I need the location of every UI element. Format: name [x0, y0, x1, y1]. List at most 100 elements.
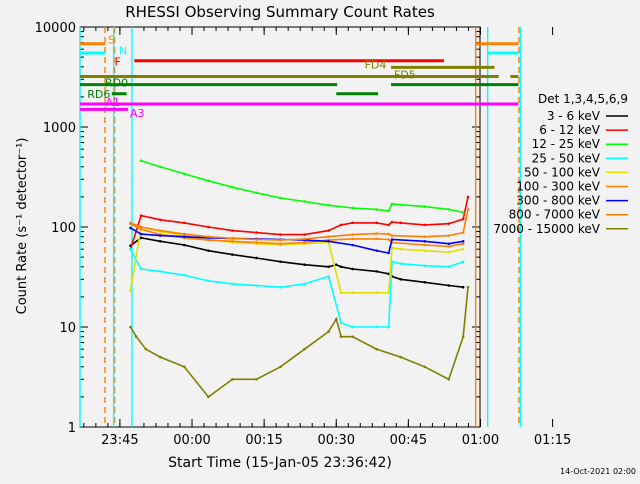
series-point [207, 235, 210, 238]
y-tick-label: 1000 [43, 121, 76, 136]
y-axis-label: Count Rate (s⁻¹ detector⁻¹) [15, 138, 30, 315]
series-point [375, 221, 378, 225]
series-point [375, 208, 378, 211]
series-point [351, 335, 354, 338]
series-point [461, 211, 465, 214]
flag-label: S [108, 33, 115, 46]
series-point [139, 159, 143, 163]
x-tick-label: 00:15 [245, 433, 282, 448]
series-point [399, 277, 402, 281]
series-point [334, 317, 338, 321]
series-point [231, 239, 234, 243]
series-point [351, 206, 354, 210]
series-point [158, 165, 162, 169]
series-point [129, 226, 132, 230]
series-point [231, 253, 234, 256]
series-point [158, 234, 162, 237]
series-point [139, 267, 143, 271]
series-point [447, 245, 451, 248]
series-point [139, 232, 143, 236]
series-point [158, 270, 162, 273]
series-point [447, 265, 451, 269]
flag-label: FD5 [394, 68, 416, 81]
series-point [447, 377, 451, 381]
flag-label: A3 [130, 107, 145, 120]
series-point [183, 273, 186, 277]
series-point [387, 325, 390, 329]
series-point [447, 222, 451, 225]
x-tick-label: 01:00 [462, 433, 499, 448]
footer-date: 14-Oct-2021 02:00 [560, 467, 636, 476]
legend-label: 100 - 300 keV [516, 180, 600, 194]
series-point [303, 347, 306, 351]
series-point [139, 214, 143, 217]
series-point [447, 208, 451, 211]
series-point [129, 221, 132, 225]
series-point [387, 251, 390, 255]
series-point [207, 279, 210, 283]
series-point [387, 238, 390, 241]
series-point [255, 238, 258, 241]
series-point [303, 263, 306, 266]
series-point [399, 355, 402, 359]
series-point [134, 335, 138, 338]
series-point [231, 229, 234, 232]
series-point [279, 238, 282, 242]
series-point [255, 284, 258, 287]
x-tick-label: 01:15 [534, 433, 571, 448]
series-point [387, 209, 390, 213]
series-point [423, 243, 427, 247]
series-point [279, 260, 282, 263]
series-point [351, 243, 354, 247]
series-point [423, 223, 427, 227]
series-point [231, 377, 234, 381]
x-tick-label: 23:45 [101, 433, 138, 448]
series-point [144, 347, 148, 351]
series-point [183, 232, 186, 236]
series-point [339, 291, 343, 295]
legend-label: 300 - 800 keV [516, 194, 600, 208]
series-point [327, 330, 330, 333]
series-point [423, 235, 427, 238]
series-point [423, 205, 427, 208]
series-line [129, 196, 469, 250]
series-point [231, 282, 234, 286]
series-point [466, 208, 470, 211]
series-point [423, 365, 427, 369]
series-point [158, 229, 162, 232]
series-point [461, 217, 465, 221]
series-point [183, 172, 186, 176]
series-point [461, 285, 465, 289]
series-point [327, 275, 330, 278]
series-point [399, 221, 402, 225]
legend-label: 50 - 100 keV [524, 165, 601, 179]
series-point [303, 233, 306, 236]
series-point [303, 237, 306, 241]
series-point [334, 263, 338, 266]
y-tick-label: 1 [68, 421, 76, 436]
y-tick-label: 10000 [35, 21, 76, 36]
series-point [461, 231, 465, 234]
legend-title: Det 1,3,4,5,6,9 [538, 92, 628, 106]
series-point [255, 231, 258, 234]
series-point [255, 241, 258, 244]
series-point [351, 291, 354, 295]
series-point [207, 249, 210, 252]
series-point [183, 221, 186, 225]
series-point [387, 291, 390, 295]
series-point [327, 265, 330, 269]
series-point [461, 260, 465, 263]
series-point [339, 223, 343, 227]
series-point [279, 233, 282, 236]
series-point [375, 325, 378, 329]
legend-label: 12 - 25 keV [532, 137, 601, 151]
series-point [183, 365, 186, 369]
series-point [390, 238, 394, 241]
series-point [158, 218, 162, 222]
series-point [279, 242, 282, 246]
series-point [423, 264, 427, 268]
series-point [375, 291, 378, 295]
series-point [390, 202, 394, 206]
series-point [423, 249, 427, 252]
